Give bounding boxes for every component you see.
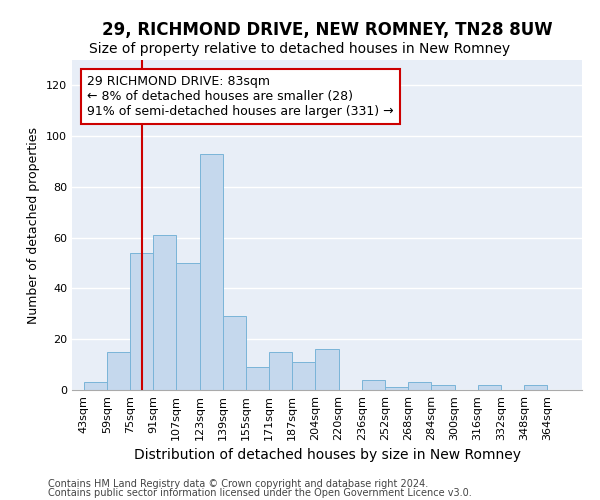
- Bar: [223, 316, 246, 390]
- Bar: [246, 367, 269, 390]
- Y-axis label: Number of detached properties: Number of detached properties: [28, 126, 40, 324]
- Bar: [153, 235, 176, 390]
- X-axis label: Distribution of detached houses by size in New Romney: Distribution of detached houses by size …: [133, 448, 521, 462]
- Bar: [130, 253, 153, 390]
- Title: 29, RICHMOND DRIVE, NEW ROMNEY, TN28 8UW: 29, RICHMOND DRIVE, NEW ROMNEY, TN28 8UW: [101, 21, 553, 39]
- Bar: [478, 385, 501, 390]
- Bar: [316, 350, 338, 390]
- Text: Contains public sector information licensed under the Open Government Licence v3: Contains public sector information licen…: [48, 488, 472, 498]
- Bar: [176, 263, 199, 390]
- Bar: [83, 382, 107, 390]
- Text: Size of property relative to detached houses in New Romney: Size of property relative to detached ho…: [89, 42, 511, 56]
- Bar: [292, 362, 316, 390]
- Bar: [385, 388, 408, 390]
- Text: 29 RICHMOND DRIVE: 83sqm
← 8% of detached houses are smaller (28)
91% of semi-de: 29 RICHMOND DRIVE: 83sqm ← 8% of detache…: [88, 75, 394, 118]
- Bar: [362, 380, 385, 390]
- Text: Contains HM Land Registry data © Crown copyright and database right 2024.: Contains HM Land Registry data © Crown c…: [48, 479, 428, 489]
- Bar: [107, 352, 130, 390]
- Bar: [269, 352, 292, 390]
- Bar: [431, 385, 455, 390]
- Bar: [199, 154, 223, 390]
- Bar: [524, 385, 547, 390]
- Bar: [408, 382, 431, 390]
